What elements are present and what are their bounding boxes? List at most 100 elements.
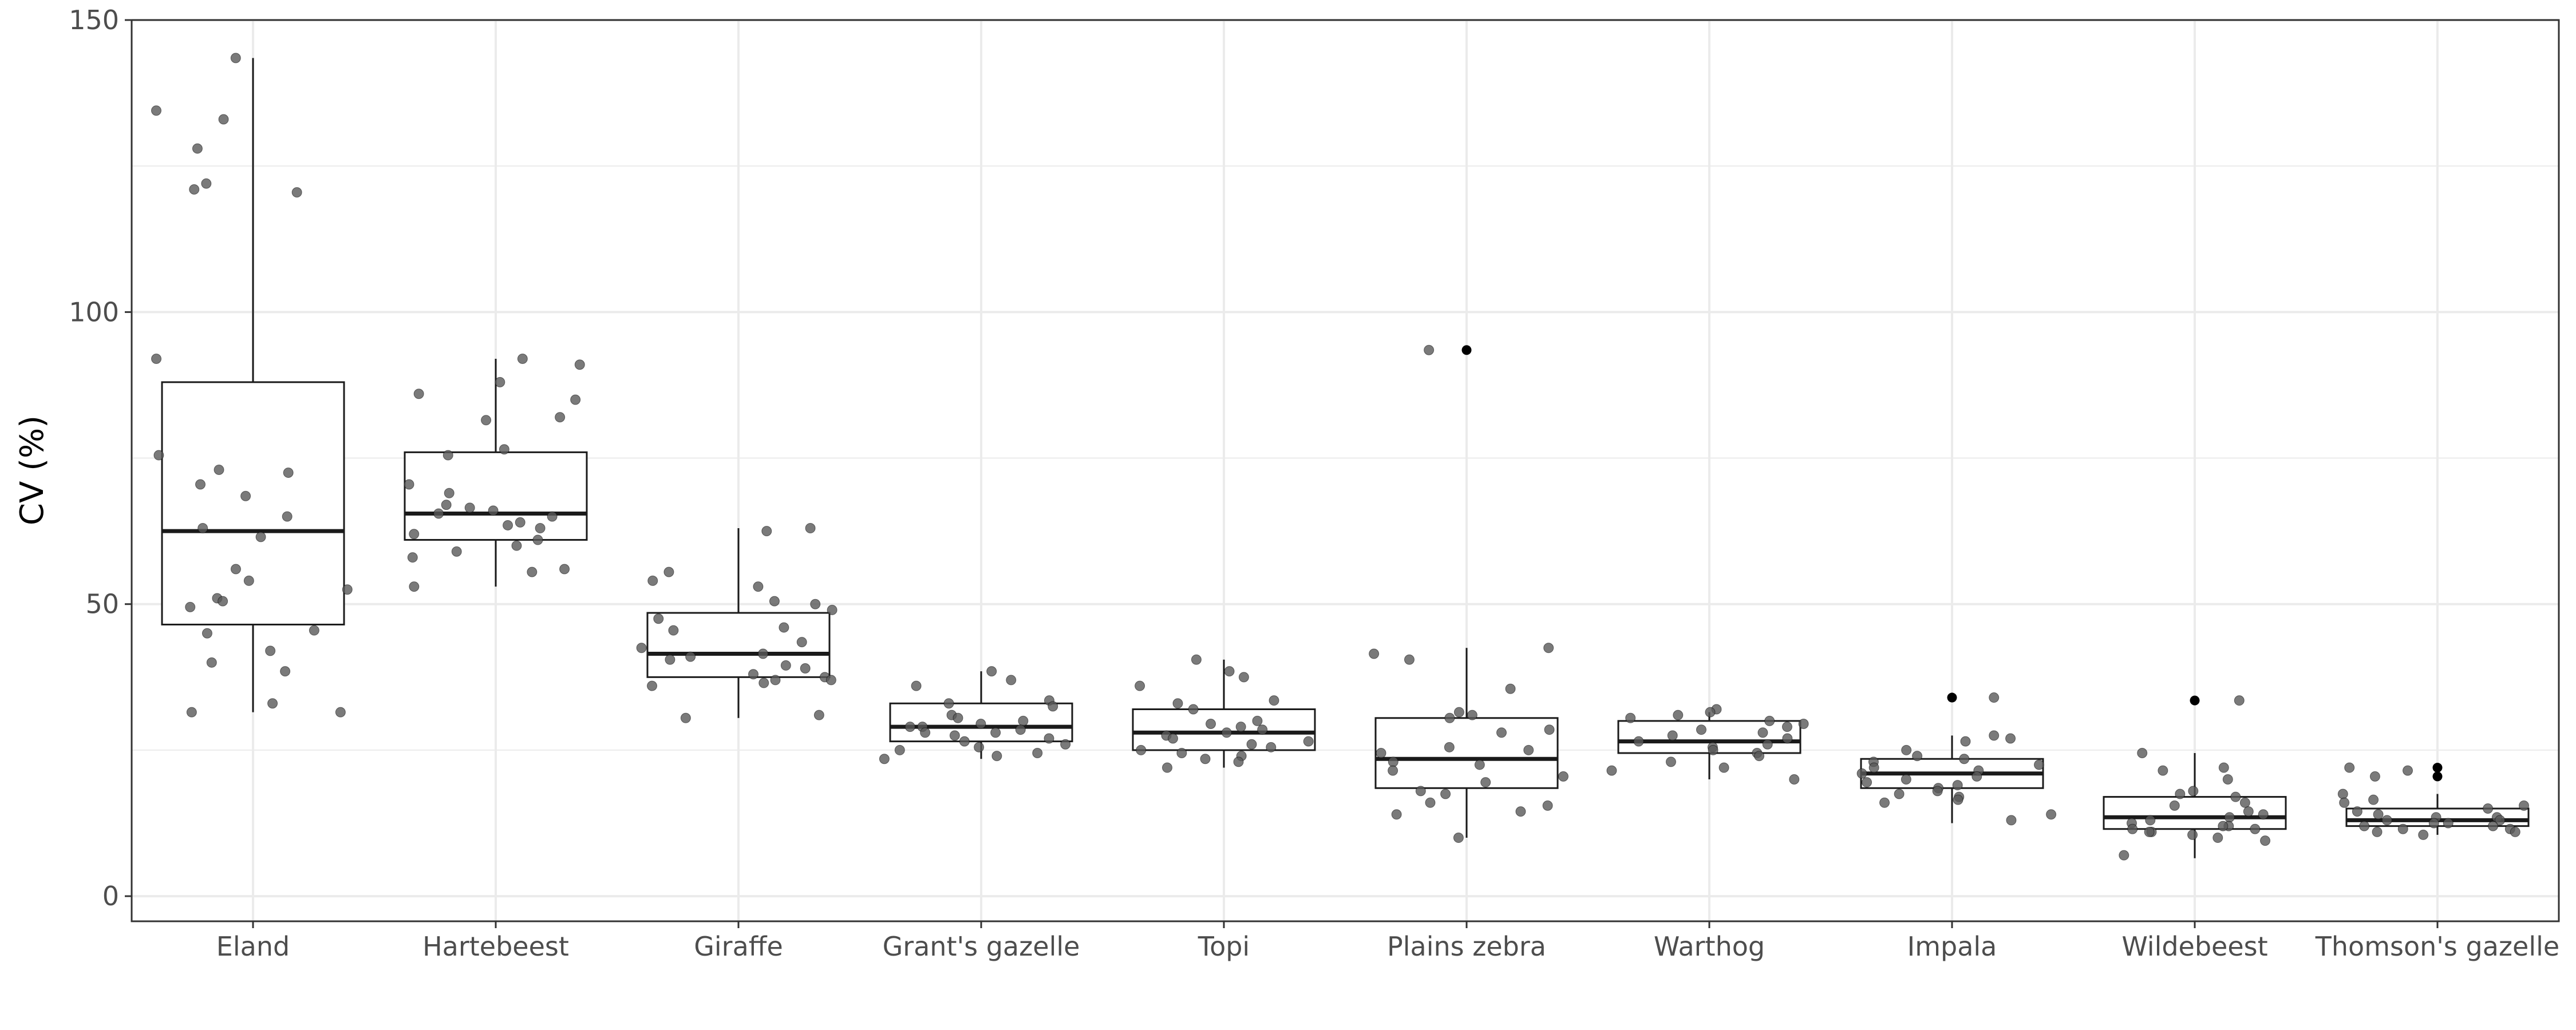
data-point: [761, 526, 772, 537]
data-point: [282, 511, 293, 522]
data-point: [953, 712, 963, 723]
data-point: [800, 663, 811, 674]
data-point: [1444, 742, 1455, 752]
data-point: [1971, 771, 1982, 782]
data-point: [1868, 762, 1879, 773]
x-tick-label: Warthog: [1654, 931, 1765, 962]
data-point: [1496, 727, 1507, 738]
data-point: [879, 754, 890, 764]
outlier-point: [1947, 692, 1957, 703]
data-point: [1523, 744, 1534, 755]
data-point: [1862, 777, 1872, 788]
data-point: [1176, 748, 1187, 759]
data-point: [442, 450, 453, 461]
data-point: [827, 604, 837, 615]
data-point: [153, 450, 164, 461]
data-point: [1960, 736, 1971, 747]
data-point: [1953, 794, 1963, 805]
data-point: [283, 468, 294, 478]
data-point: [1789, 774, 1800, 785]
data-point: [753, 581, 764, 592]
data-point: [1542, 800, 1553, 811]
data-point: [2144, 826, 2155, 837]
data-point: [255, 532, 266, 542]
data-point: [2344, 762, 2355, 773]
data-point: [532, 534, 543, 545]
data-point: [495, 377, 505, 387]
data-point: [195, 479, 206, 490]
data-point: [779, 622, 789, 633]
data-point: [2187, 829, 2198, 840]
data-point: [1246, 739, 1257, 750]
y-tick-label: 0: [102, 881, 119, 912]
x-tick-label: Eland: [216, 931, 290, 962]
data-point: [1167, 733, 1178, 744]
data-point: [904, 722, 915, 732]
data-point: [2369, 771, 2380, 782]
data-point: [2218, 762, 2229, 773]
data-point: [1388, 756, 1398, 767]
data-point: [805, 523, 816, 534]
data-point: [444, 488, 455, 498]
data-point: [1894, 789, 1905, 799]
plot-border: [131, 19, 2560, 922]
data-point: [527, 566, 538, 577]
data-point: [202, 628, 212, 639]
data-point: [2145, 815, 2156, 826]
data-point: [1257, 724, 1268, 735]
data-point: [2372, 826, 2383, 837]
data-point: [1048, 701, 1058, 712]
box: [161, 381, 345, 625]
data-point: [230, 53, 241, 64]
data-point: [1467, 710, 1477, 720]
data-point: [668, 625, 679, 636]
outlier-point: [1461, 345, 1472, 355]
data-point: [680, 712, 691, 723]
data-point: [2119, 850, 2129, 861]
data-point: [201, 178, 212, 189]
data-point: [280, 666, 291, 677]
data-point: [574, 359, 585, 370]
data-point: [2230, 791, 2241, 802]
data-point: [1415, 786, 1426, 797]
data-point: [2212, 833, 2223, 843]
data-point: [265, 645, 276, 656]
y-tick-label: 50: [85, 589, 119, 620]
data-point: [515, 517, 526, 528]
data-point: [2337, 789, 2348, 799]
data-point: [1424, 344, 1435, 355]
data-point: [1425, 797, 1436, 808]
data-point: [189, 184, 200, 195]
data-point: [2239, 797, 2250, 808]
data-point: [1044, 733, 1054, 744]
data-point: [464, 502, 475, 513]
data-point: [1762, 739, 1773, 750]
data-point: [2368, 794, 2379, 805]
data-point: [404, 479, 414, 490]
data-point: [1912, 751, 1923, 762]
data-point: [1252, 715, 1263, 726]
data-point: [1879, 797, 1890, 808]
data-point: [2005, 733, 2016, 744]
data-point: [813, 710, 824, 720]
data-point: [1705, 707, 1716, 718]
data-point: [2418, 829, 2429, 840]
data-point: [780, 660, 791, 671]
data-point: [1269, 695, 1279, 706]
data-point: [1391, 809, 1402, 820]
data-point: [636, 643, 647, 653]
data-point: [1606, 765, 1617, 776]
data-point: [151, 354, 162, 365]
data-point: [1718, 762, 1729, 773]
data-point: [2519, 800, 2530, 811]
data-point: [1856, 768, 1867, 779]
data-point: [1544, 724, 1555, 735]
data-point: [214, 464, 224, 475]
data-point: [990, 727, 1001, 738]
data-point: [2006, 815, 2017, 826]
data-point: [409, 581, 420, 592]
data-point: [1224, 666, 1235, 677]
data-point: [1696, 724, 1706, 735]
data-point: [559, 564, 570, 575]
